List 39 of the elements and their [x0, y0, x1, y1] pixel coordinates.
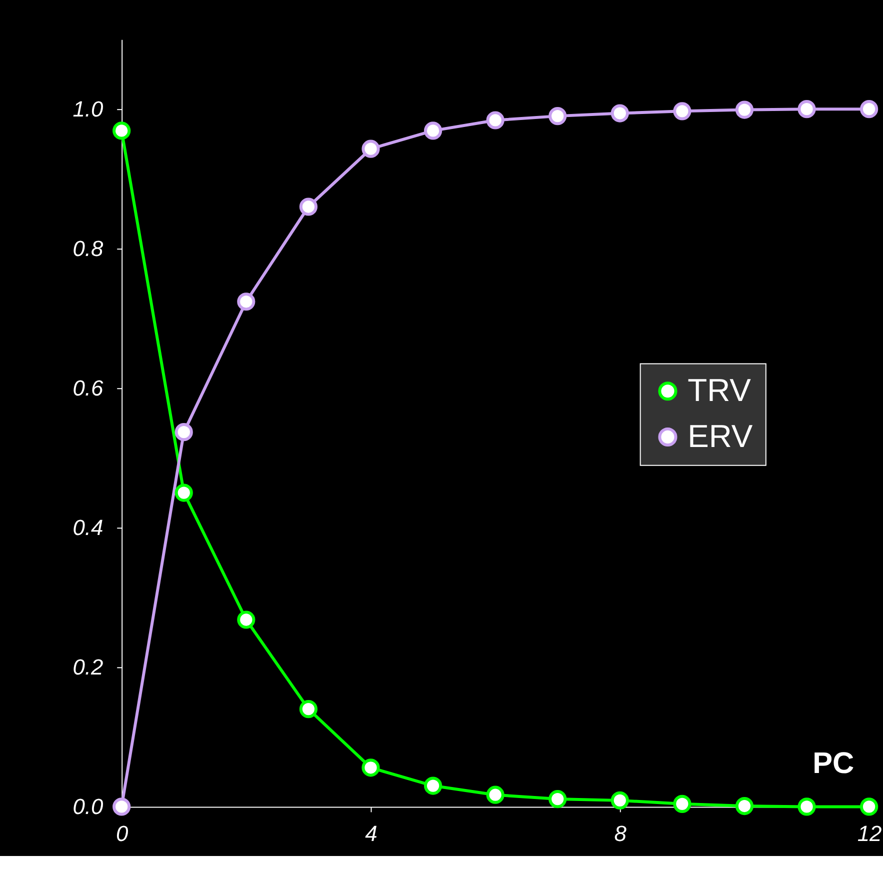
y-tick-label: 0.6: [72, 376, 104, 401]
x-tick-label: 0: [116, 821, 128, 846]
point: [798, 100, 816, 118]
point: [548, 107, 567, 126]
point: [798, 798, 816, 816]
point: [860, 100, 878, 118]
point: [673, 794, 692, 813]
y-tick-label: 0.4: [72, 515, 104, 540]
point: [112, 122, 131, 140]
point: [486, 786, 504, 804]
y-tick-label: 1.0: [72, 96, 104, 122]
point: [548, 790, 567, 808]
legend-label: ERV: [688, 418, 754, 454]
x-tick-label: 8: [614, 821, 628, 846]
point: [362, 140, 380, 158]
point: [237, 610, 256, 629]
point: [673, 102, 692, 120]
x-tick-label: 4: [365, 821, 378, 846]
x-axis-title: PC: [812, 746, 854, 780]
point: [486, 111, 504, 130]
point: [735, 100, 754, 119]
point: [299, 198, 318, 216]
y-tick-label: 0.2: [72, 654, 104, 680]
x-tick-label: 12: [857, 821, 882, 846]
point: [860, 798, 878, 816]
point: [362, 758, 380, 777]
point: [735, 796, 754, 816]
point: [174, 423, 193, 442]
point: [112, 798, 131, 816]
y-tick-label: 0.8: [72, 236, 104, 262]
point: [610, 104, 629, 122]
point: [424, 122, 442, 140]
point: [174, 484, 193, 502]
legend-label: TRV: [688, 372, 752, 408]
point: [610, 791, 629, 810]
point: [237, 292, 256, 311]
y-tick-label: 0.0: [72, 794, 104, 820]
point: [299, 700, 318, 718]
point: [424, 776, 442, 795]
